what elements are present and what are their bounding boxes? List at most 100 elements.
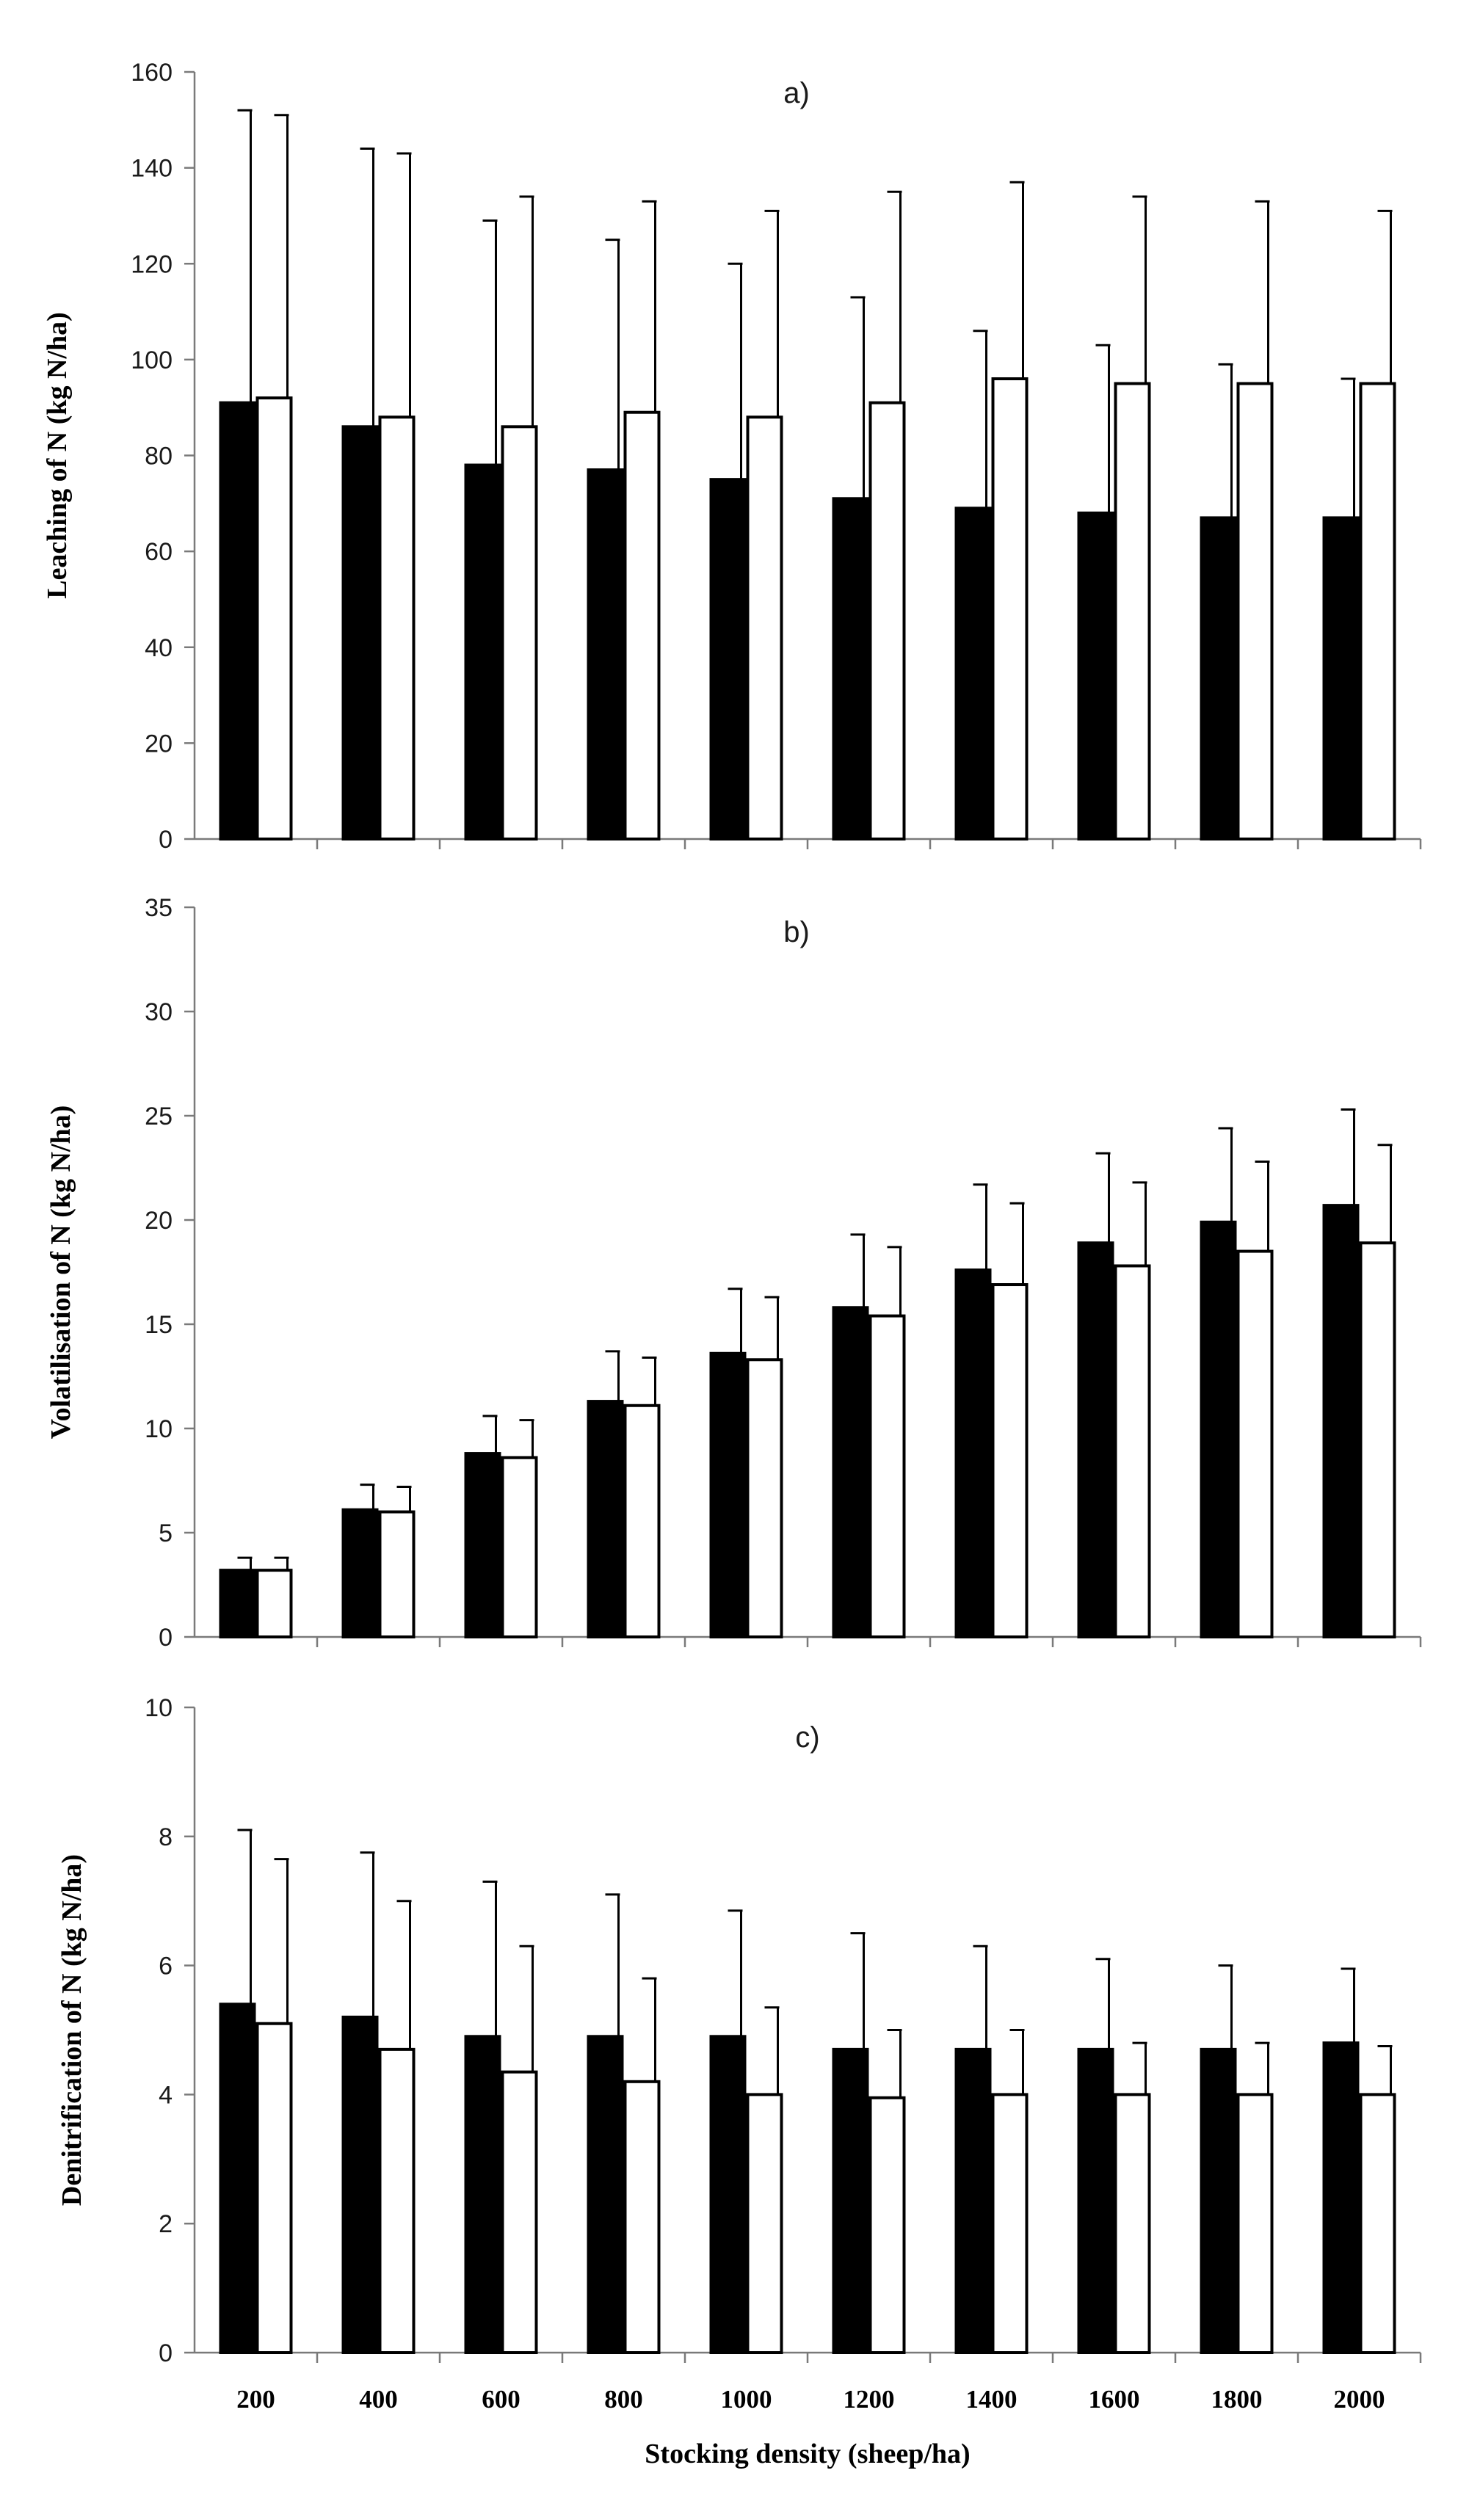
y-axis-label: Volatilisation of N (kg N/ha)	[46, 1105, 76, 1439]
y-tick-label: 15	[145, 1311, 173, 1339]
bar-b-filled-1800	[1200, 1220, 1237, 1638]
bar-a-filled-1600	[1077, 511, 1114, 840]
bar-c-filled-1800	[1200, 2047, 1237, 2355]
y-tick-label: 6	[159, 1953, 173, 1980]
bar-c-open-2000	[1359, 2093, 1396, 2354]
y-tick-label: 20	[145, 1207, 173, 1235]
bar-c-open-1400	[991, 2093, 1029, 2354]
bar-b-open-400	[378, 1510, 416, 1639]
bar-b-filled-1200	[832, 1306, 869, 1639]
y-axis-label: Denitrification of N (kg N/ha)	[57, 1854, 87, 2206]
x-tick-label: 2000	[1334, 2385, 1385, 2414]
bar-b-open-800	[623, 1404, 661, 1638]
bar-c-open-1600	[1114, 2093, 1151, 2354]
x-tick-label: 1600	[1089, 2385, 1140, 2414]
bar-a-filled-200	[219, 401, 256, 840]
bar-c-open-1200	[868, 2096, 906, 2354]
y-tick-label: 160	[131, 59, 173, 87]
x-tick-label: 800	[604, 2385, 643, 2414]
chart-panel-a: 0 20 40 60 80 100 120 140 160 a) Leaching of N (kg…	[42, 59, 1422, 854]
y-tick-label: 80	[145, 443, 173, 471]
y-tick-label: 10	[145, 1694, 173, 1722]
bar-b-open-1200	[868, 1314, 906, 1638]
y-tick-label: 60	[145, 538, 173, 566]
bar-b-filled-1000	[709, 1351, 747, 1638]
bar-b-open-1800	[1236, 1249, 1274, 1638]
x-tick-label: 1400	[966, 2385, 1018, 2414]
bar-b-open-1600	[1114, 1264, 1151, 1638]
bar-a-filled-800	[587, 468, 624, 840]
bar-a-filled-600	[464, 463, 501, 840]
bar-a-open-2000	[1359, 382, 1396, 840]
x-tick-label: 600	[482, 2385, 521, 2414]
bar-c-filled-600	[464, 2035, 501, 2355]
x-tick-label: 400	[359, 2385, 398, 2414]
bar-b-open-200	[255, 1569, 293, 1639]
y-axis-label: Leaching of N (kg N/ha)	[42, 312, 73, 599]
chart-panel-c: 0 2 4 6 8 10 c) Denitrification of N (kg N/ha) 2…	[57, 1694, 1422, 2469]
bar-a-filled-1800	[1200, 516, 1237, 840]
bar-b-filled-800	[587, 1400, 624, 1638]
y-tick-label: 0	[159, 826, 173, 854]
bar-a-open-1600	[1114, 382, 1151, 840]
y-tick-label: 8	[159, 1823, 173, 1851]
bar-b-open-1000	[746, 1358, 783, 1639]
bar-a-open-200	[255, 396, 293, 840]
chart-panel-b: 0 5 10 15 20 25 30 35 b) Volatilisation of N (kg …	[46, 894, 1422, 1652]
bar-c-filled-2000	[1322, 2041, 1360, 2355]
x-axis-label: Stocking density (sheep/ha)	[645, 2439, 970, 2469]
bar-b-open-600	[501, 1456, 538, 1639]
panel-label: b)	[783, 916, 810, 948]
bar-a-open-800	[623, 410, 661, 840]
bar-b-filled-1400	[954, 1268, 992, 1639]
bar-a-filled-400	[341, 425, 379, 840]
y-tick-label: 40	[145, 634, 173, 662]
bar-c-filled-800	[587, 2035, 624, 2355]
bar-a-open-1000	[746, 415, 783, 840]
bar-a-open-1400	[991, 377, 1029, 840]
bar-c-filled-1000	[709, 2035, 747, 2355]
bar-a-open-1200	[868, 401, 906, 840]
x-tick-label: 1200	[844, 2385, 895, 2414]
bar-c-open-1000	[746, 2093, 783, 2354]
y-tick-label: 5	[159, 1519, 173, 1547]
bar-a-filled-1200	[832, 497, 869, 840]
bar-c-open-800	[623, 2080, 661, 2355]
y-tick-label: 20	[145, 730, 173, 758]
bar-a-open-400	[378, 415, 416, 840]
y-tick-label: 25	[145, 1103, 173, 1130]
bar-b-filled-400	[341, 1508, 379, 1639]
bar-c-open-600	[501, 2070, 538, 2354]
bar-b-filled-1600	[1077, 1241, 1114, 1638]
panel-label: c)	[795, 1721, 819, 1754]
bar-a-filled-1400	[954, 506, 992, 840]
bar-c-open-400	[378, 2047, 416, 2355]
y-tick-label: 35	[145, 894, 173, 922]
bar-b-filled-2000	[1322, 1204, 1360, 1638]
bar-c-filled-1400	[954, 2047, 992, 2355]
y-tick-label: 0	[159, 2339, 173, 2367]
y-tick-label: 10	[145, 1415, 173, 1443]
x-tick-label: 1000	[721, 2385, 772, 2414]
y-tick-label: 0	[159, 1624, 173, 1652]
bar-b-filled-600	[464, 1452, 501, 1638]
x-tick-label: 200	[236, 2385, 275, 2414]
y-tick-label: 4	[159, 2081, 173, 2109]
panel-label: a)	[783, 77, 810, 109]
bar-a-filled-1000	[709, 478, 747, 840]
bar-c-filled-200	[219, 2002, 256, 2355]
y-tick-label: 120	[131, 250, 173, 278]
y-tick-label: 2	[159, 2210, 173, 2238]
bar-b-open-1400	[991, 1283, 1029, 1639]
bar-c-open-1800	[1236, 2093, 1274, 2354]
y-tick-label: 30	[145, 998, 173, 1026]
x-tick-label: 1800	[1211, 2385, 1263, 2414]
bar-a-open-600	[501, 425, 538, 840]
y-tick-label: 140	[131, 155, 173, 183]
bar-c-filled-1600	[1077, 2047, 1114, 2355]
y-tick-label: 100	[131, 346, 173, 374]
bar-b-filled-200	[219, 1569, 256, 1639]
bar-c-filled-1200	[832, 2047, 869, 2355]
bar-a-open-1800	[1236, 382, 1274, 840]
